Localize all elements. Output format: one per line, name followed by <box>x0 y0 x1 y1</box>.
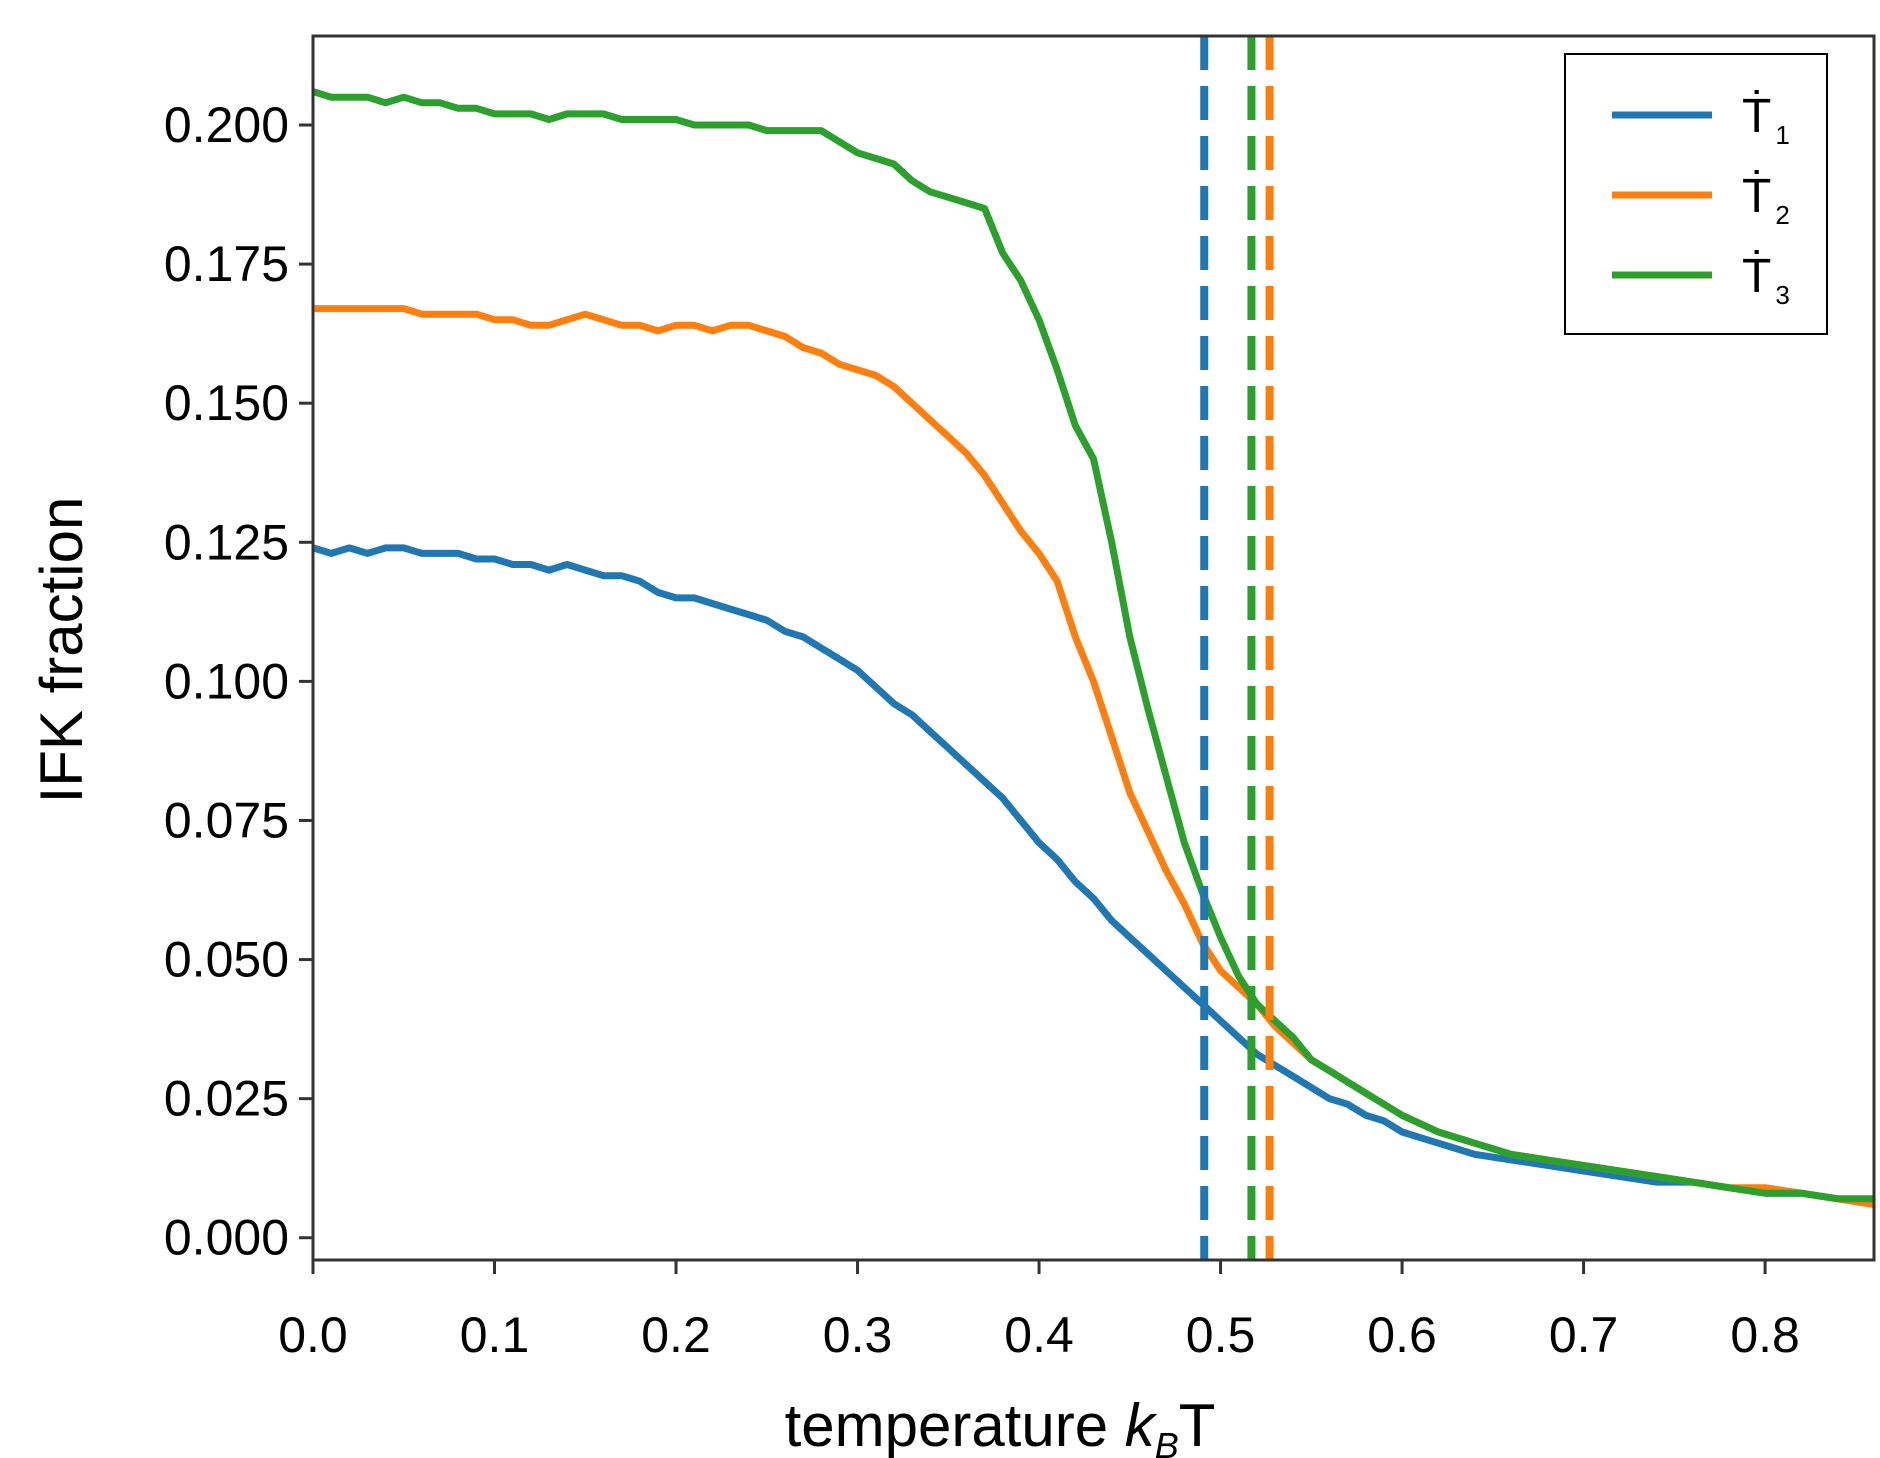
x-tick-label: 0.4 <box>1004 1307 1074 1363</box>
plot-frame <box>311 34 1876 1262</box>
y-axis-label: IFK fraction <box>28 497 95 804</box>
x-axis-ticks: 0.0 0.1 0.2 0.3 0.4 0.5 0.6 0.7 0.8 <box>278 1260 1800 1363</box>
legend-label-symbol: Ṫ <box>1742 90 1771 143</box>
y-axis-ticks: 0.000 0.025 0.050 0.075 0.100 0.125 0.150 0.175… <box>164 97 313 1266</box>
legend: Ṫ 1Ṫ 2Ṫ 3 <box>1564 53 1828 335</box>
x-tick-label: 0.0 <box>278 1307 348 1363</box>
y-tick-label: 0.150 <box>164 375 289 431</box>
x-axis-label-main: temperature <box>785 1392 1125 1458</box>
y-tick-label: 0.175 <box>164 236 289 292</box>
legend-label-symbol: Ṫ <box>1742 170 1771 223</box>
legend-label-subscript: 2 <box>1775 200 1789 230</box>
y-tick-label: 0.125 <box>164 514 289 570</box>
series-lines <box>313 88 1874 1208</box>
y-tick-label: 0.100 <box>164 653 289 709</box>
series-line-t3 <box>313 88 1874 1203</box>
x-tick-label: 0.1 <box>460 1307 530 1363</box>
legend-label-subscript: 1 <box>1775 120 1789 150</box>
y-tick-label: 0.200 <box>164 97 289 153</box>
x-tick-label: 0.6 <box>1367 1307 1437 1363</box>
legend-label-symbol: Ṫ <box>1742 250 1771 303</box>
x-tick-label: 0.8 <box>1730 1307 1800 1363</box>
y-tick-label: 0.075 <box>164 792 289 848</box>
x-axis-label-k: k <box>1125 1392 1158 1458</box>
legend-label-subscript: 3 <box>1775 280 1789 310</box>
x-tick-label: 0.3 <box>823 1307 893 1363</box>
y-tick-label: 0.050 <box>164 932 289 988</box>
x-axis-label-sub: B <box>1155 1425 1179 1458</box>
series-line-t1 <box>313 544 1874 1208</box>
x-tick-label: 0.5 <box>1186 1307 1256 1363</box>
critical-temperature-lines <box>1200 36 1274 1260</box>
legend-items: Ṫ 1Ṫ 2Ṫ 3 <box>1612 90 1790 310</box>
x-tick-label: 0.7 <box>1549 1307 1619 1363</box>
x-axis-label-end: T <box>1179 1392 1216 1458</box>
y-tick-label: 0.025 <box>164 1071 289 1127</box>
y-tick-label: 0.000 <box>164 1210 289 1266</box>
plot-area <box>313 36 1874 1260</box>
x-axis-label: temperature kBT <box>785 1392 1216 1458</box>
x-tick-label: 0.2 <box>641 1307 711 1363</box>
